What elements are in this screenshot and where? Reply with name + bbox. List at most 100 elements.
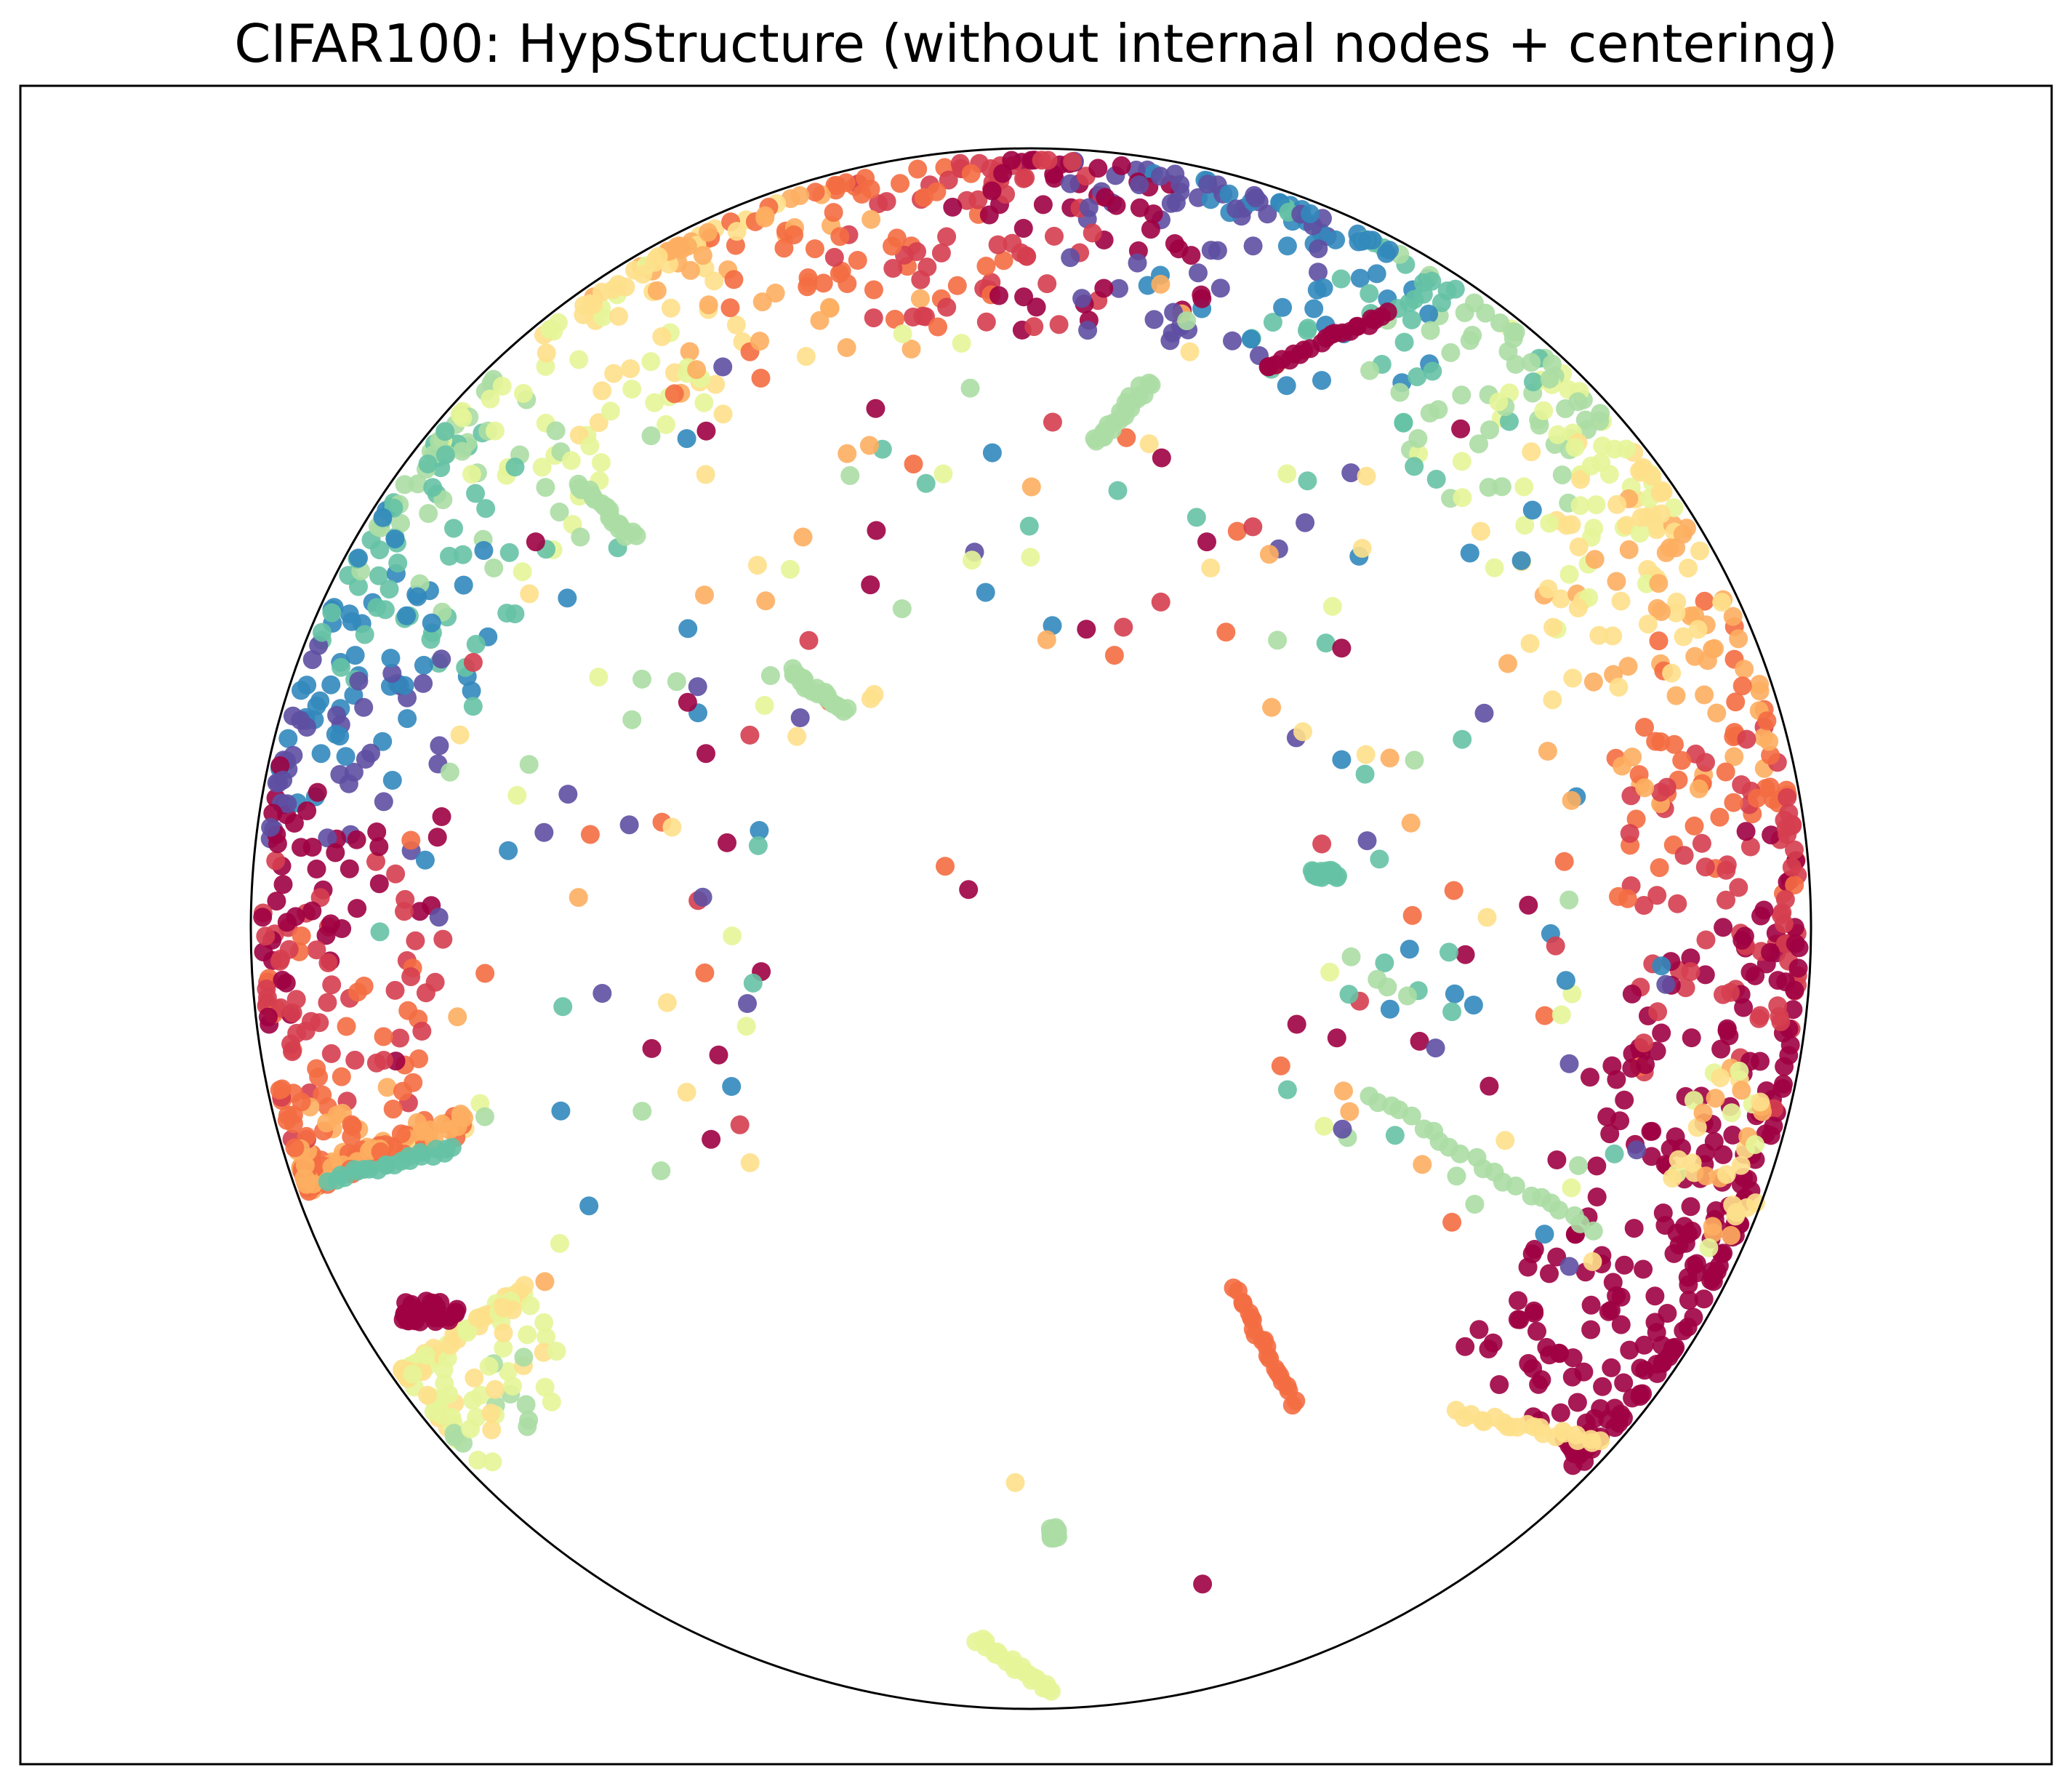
- data-point-808: [381, 649, 401, 668]
- data-point-1551: [1498, 654, 1517, 673]
- data-point-831: [1405, 457, 1424, 476]
- data-point-1555: [750, 332, 769, 351]
- data-point-756: [652, 327, 672, 346]
- data-point-1628: [1370, 849, 1389, 869]
- data-point-1300: [827, 176, 847, 195]
- data-point-1687: [1559, 1054, 1579, 1073]
- data-point-981: [322, 975, 342, 995]
- data-point-1299: [412, 1121, 432, 1141]
- data-point-1700: [1368, 969, 1387, 989]
- data-point-1171: [380, 580, 399, 599]
- data-point-369: [266, 851, 286, 870]
- data-point-1119: [1490, 1375, 1509, 1394]
- data-point-1518: [1633, 1384, 1653, 1403]
- data-point-1712: [1277, 1080, 1297, 1100]
- data-point-601: [1241, 329, 1261, 349]
- data-point-822: [1648, 1002, 1668, 1022]
- data-point-1489: [766, 284, 785, 303]
- data-point-1744: [1320, 962, 1340, 982]
- data-point-1277: [336, 747, 356, 766]
- data-point-375: [1210, 279, 1230, 298]
- data-point-1558: [633, 669, 651, 689]
- data-point-1678: [1559, 1257, 1579, 1276]
- data-point-239: [1500, 412, 1519, 431]
- data-point-693: [1589, 625, 1609, 645]
- data-point-1330: [1732, 676, 1752, 696]
- data-point-807: [383, 1100, 403, 1119]
- data-point-1191: [518, 1325, 537, 1345]
- data-point-1125: [939, 170, 958, 190]
- data-point-1690: [1554, 852, 1574, 871]
- data-point-800: [1543, 617, 1563, 637]
- data-point-1740: [916, 473, 936, 493]
- notable-point-4: [1193, 1574, 1213, 1594]
- data-point-1157: [561, 451, 581, 470]
- data-point-1585: [1439, 942, 1458, 962]
- data-point-1326: [1776, 972, 1796, 992]
- data-point-874: [1674, 846, 1694, 865]
- data-point-1565: [902, 340, 921, 359]
- data-point-1637: [677, 429, 696, 449]
- data-point-1425: [398, 709, 417, 729]
- data-point-1390: [1600, 1124, 1620, 1144]
- data-point-1223: [1367, 264, 1386, 284]
- data-point-1644: [1340, 1102, 1360, 1121]
- data-point-418: [1674, 627, 1693, 646]
- data-point-635: [1483, 1333, 1503, 1353]
- data-point-1715: [1401, 813, 1421, 833]
- data-point-1110: [1552, 465, 1572, 485]
- data-point-524: [1522, 442, 1541, 462]
- data-point-689: [1525, 1240, 1544, 1259]
- data-point-467: [1642, 1147, 1661, 1166]
- data-point-1155: [1402, 310, 1421, 329]
- data-point-1365: [1660, 538, 1679, 558]
- data-point-1236: [774, 239, 794, 258]
- data-point-1445: [805, 239, 824, 259]
- data-point-879: [318, 953, 338, 972]
- data-point-168: [385, 980, 405, 1000]
- data-point-1438: [1649, 574, 1669, 593]
- data-point-1591: [1445, 984, 1464, 1004]
- data-point-863: [1666, 686, 1686, 705]
- data-point-1747: [1477, 908, 1497, 927]
- data-point-1448: [317, 1113, 337, 1133]
- data-point-1327: [367, 822, 387, 841]
- data-point-456: [382, 771, 402, 790]
- data-point-1649: [1520, 633, 1540, 653]
- data-point-346: [796, 347, 816, 367]
- data-point-1714: [1583, 1252, 1602, 1271]
- data-point-71: [273, 875, 293, 894]
- data-point-665: [302, 650, 322, 670]
- data-point-1449: [267, 773, 286, 793]
- data-point-1336: [521, 1296, 540, 1316]
- data-point-293: [1571, 470, 1590, 489]
- data-point-1587: [838, 444, 857, 463]
- data-point-1460: [1712, 593, 1732, 612]
- data-point-866: [483, 1452, 502, 1472]
- data-point-945: [1751, 906, 1770, 926]
- data-point-1089: [481, 389, 500, 409]
- data-point-1160: [1538, 579, 1558, 598]
- data-point-1472: [1614, 1408, 1633, 1427]
- data-point-1341: [1094, 279, 1114, 298]
- data-point-556: [307, 860, 326, 878]
- data-point-264: [550, 502, 569, 522]
- data-point-1660: [526, 532, 545, 552]
- data-point-599: [348, 899, 367, 918]
- data-point-1544: [1714, 1244, 1733, 1263]
- data-point-439: [486, 1379, 505, 1399]
- data-point-1590: [1535, 1225, 1554, 1244]
- data-point-1153: [1574, 1362, 1594, 1382]
- data-point-1622: [1380, 999, 1400, 1019]
- data-point-881: [345, 1050, 365, 1070]
- data-point-849: [1540, 1264, 1559, 1284]
- data-point-96: [1740, 837, 1760, 857]
- data-point-1031: [1634, 896, 1654, 915]
- data-point-644: [647, 281, 667, 300]
- data-point-1420: [1622, 984, 1642, 1004]
- data-point-1185: [1079, 198, 1099, 217]
- data-point-1081: [292, 1092, 311, 1112]
- data-point-1063: [326, 843, 345, 862]
- data-point-1068: [1762, 825, 1781, 845]
